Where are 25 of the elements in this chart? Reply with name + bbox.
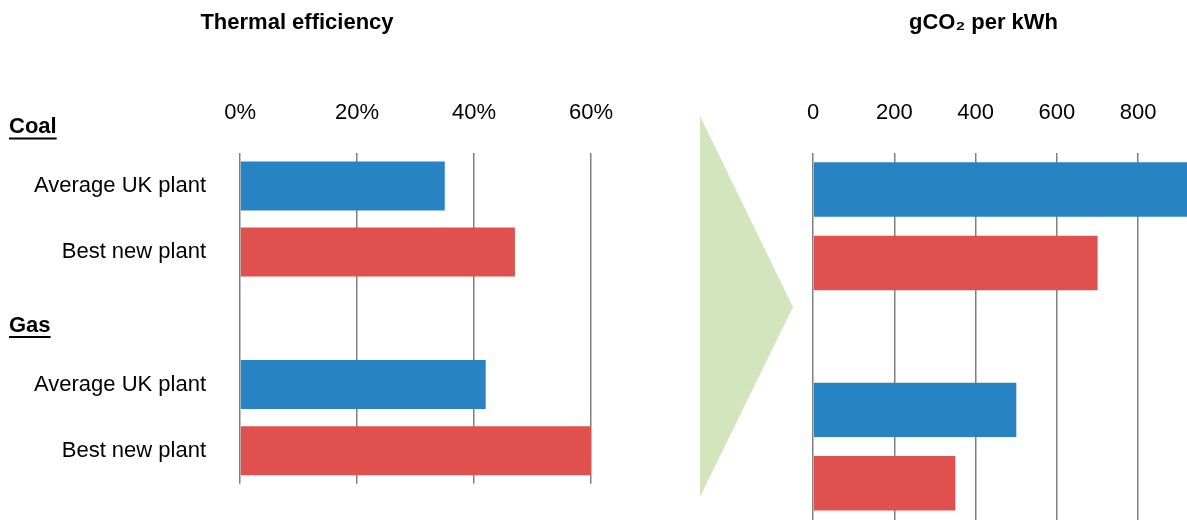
text: Gas (9, 312, 51, 338)
x-tick-label: 0 (806, 98, 820, 124)
x-tick-label: 40% (451, 98, 497, 124)
bar (813, 235, 1098, 291)
bar (813, 456, 956, 511)
y-tick-label: Best new plant (61, 238, 207, 264)
x-tick-label: 60% (568, 98, 614, 124)
bar (813, 162, 1187, 217)
x-tick-label: 800 (1119, 98, 1157, 124)
chart-title: gCO₂ per kWh (908, 9, 1059, 35)
bar (813, 382, 1017, 438)
y-tick-label: Average UK plant (33, 370, 207, 396)
y-tick-label: Average UK plant (33, 171, 207, 197)
bar (240, 227, 515, 277)
y-tick-label: Best new plant (61, 436, 207, 462)
chart-title: Thermal efficiency (200, 9, 395, 35)
x-tick-label: 200 (876, 98, 913, 124)
x-tick-label: 600 (1038, 98, 1076, 124)
x-tick-label: 400 (957, 98, 995, 124)
x-tick-label: 0% (224, 98, 256, 124)
bar (240, 426, 591, 476)
x-tick-label: 20% (335, 98, 380, 124)
bar (240, 360, 486, 409)
bar (240, 161, 445, 211)
text: Coal (9, 113, 57, 139)
